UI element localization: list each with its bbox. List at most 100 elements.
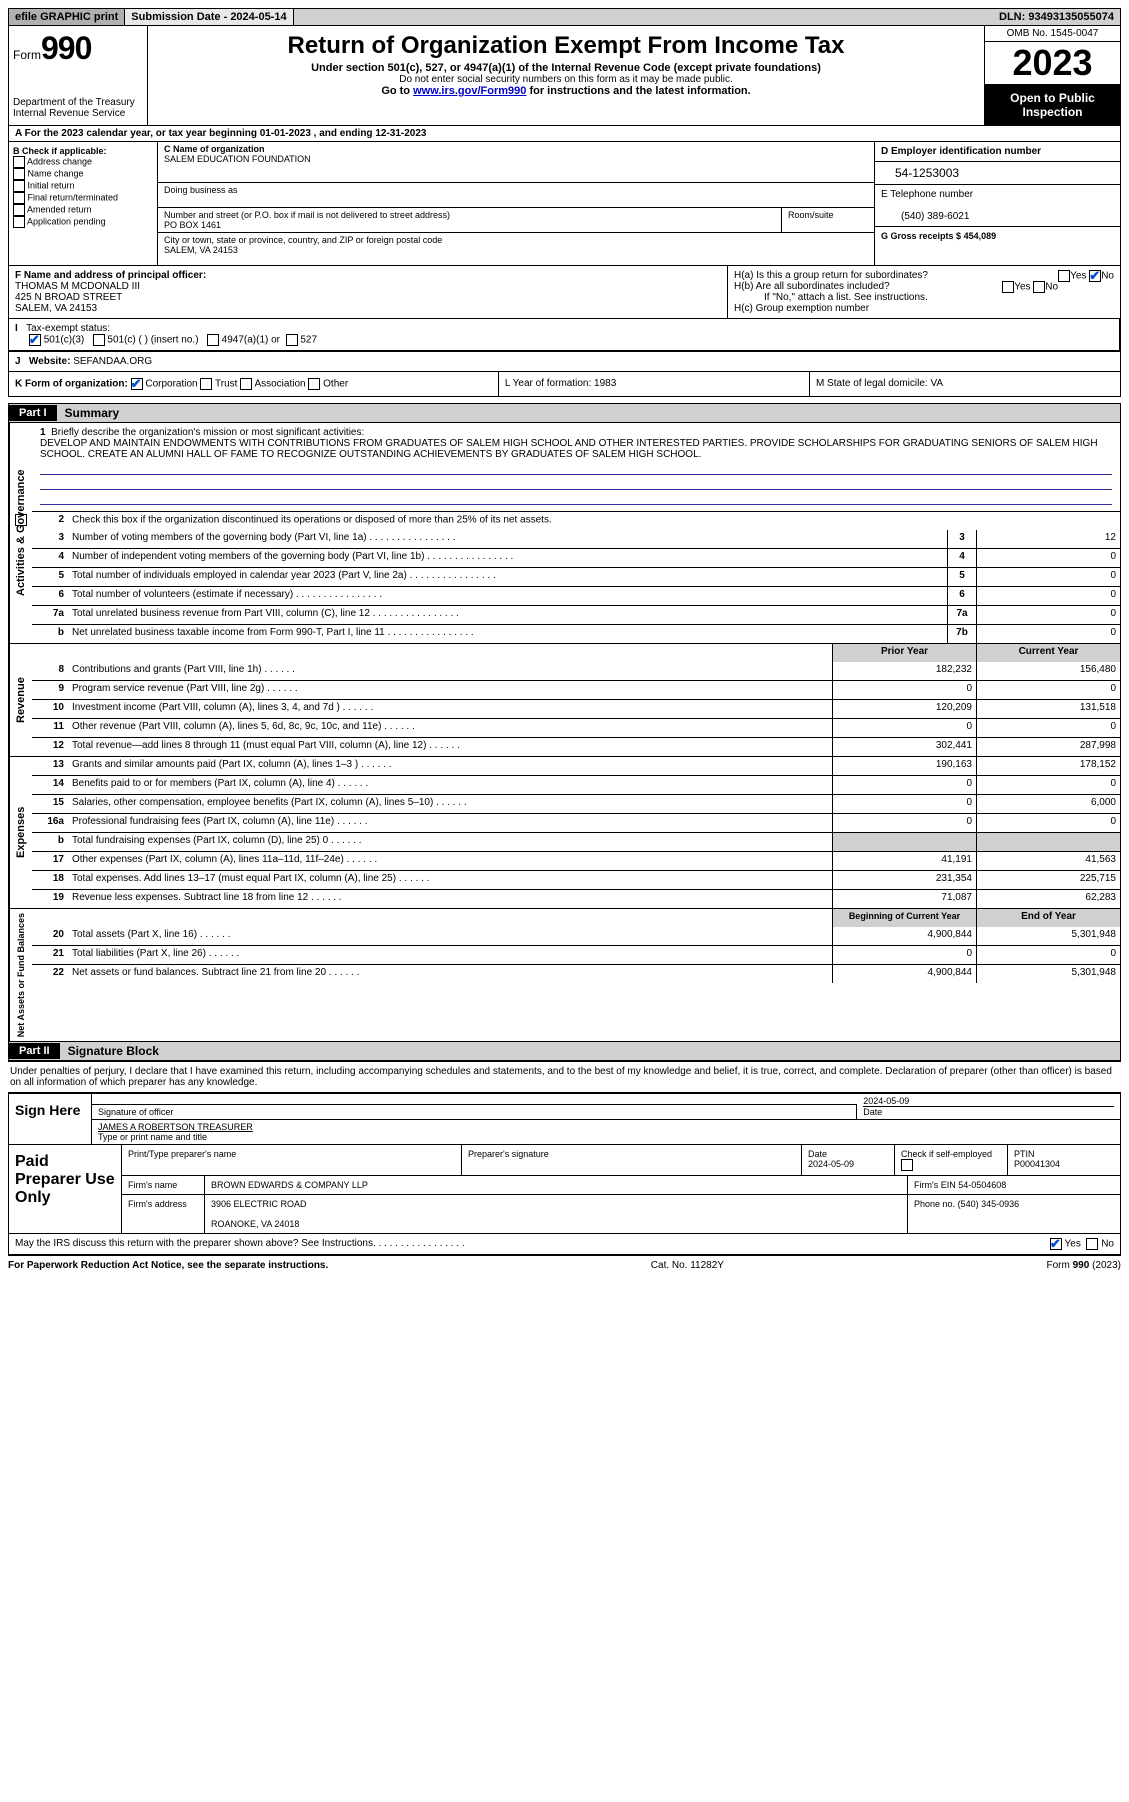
box-m: M State of legal domicile: VA — [809, 372, 1120, 396]
prep-sig-lbl: Preparer's signature — [462, 1145, 802, 1175]
subtitle: Under section 501(c), 527, or 4947(a)(1)… — [152, 62, 980, 74]
line2-desc: Check this box if the organization disco… — [68, 512, 1120, 530]
cb-527[interactable] — [286, 334, 298, 346]
room-label: Room/suite — [782, 208, 874, 232]
cb-501c[interactable] — [93, 334, 105, 346]
cb-assoc[interactable] — [240, 378, 252, 390]
firm-name-lbl: Firm's name — [122, 1176, 205, 1194]
block-bcd: B Check if applicable: Address change Na… — [8, 142, 1121, 265]
footer: For Paperwork Reduction Act Notice, see … — [8, 1255, 1121, 1275]
top-bar: efile GRAPHIC print Submission Date - 20… — [8, 8, 1121, 26]
cb-501c3[interactable] — [29, 334, 41, 346]
street-label: Number and street (or P.O. box if mail i… — [164, 210, 450, 220]
sign-block: Sign Here Signature of officer 2024-05-0… — [8, 1092, 1121, 1145]
street-value: PO BOX 1461 — [164, 220, 221, 230]
org-name: SALEM EDUCATION FOUNDATION — [164, 154, 311, 164]
goto-link[interactable]: Go to www.irs.gov/Form990 for instructio… — [152, 85, 980, 97]
line-17: 17 Other expenses (Part IX, column (A), … — [32, 851, 1120, 870]
box-l: L Year of formation: 1983 — [498, 372, 809, 396]
cb-line2[interactable] — [15, 514, 27, 526]
box-b: B Check if applicable: Address change Na… — [9, 142, 158, 265]
cb-application[interactable] — [13, 216, 25, 228]
efile-label[interactable]: efile GRAPHIC print — [9, 9, 125, 25]
line-6: 6 Total number of volunteers (estimate i… — [32, 586, 1120, 605]
cb-discuss-no[interactable] — [1086, 1238, 1098, 1250]
discuss-text: May the IRS discuss this return with the… — [15, 1238, 465, 1250]
line-b: b Net unrelated business taxable income … — [32, 624, 1120, 643]
line-9: 9 Program service revenue (Part VIII, li… — [32, 680, 1120, 699]
dln: DLN: 93493135055074 — [993, 9, 1120, 25]
sig-officer-label: Signature of officer — [92, 1104, 857, 1119]
footer-cat: Cat. No. 11282Y — [651, 1260, 724, 1271]
governance-section: Activities & Governance 1 Briefly descri… — [8, 423, 1121, 644]
box-k: K Form of organization: Corporation Trus… — [9, 372, 498, 396]
website-label: Website: — [29, 356, 73, 367]
part1-bar: Part I Summary — [8, 403, 1121, 423]
cb-4947[interactable] — [207, 334, 219, 346]
prep-self-emp: Check if self-employed — [895, 1145, 1008, 1175]
title-block: Return of Organization Exempt From Incom… — [148, 26, 984, 125]
line-b: b Total fundraising expenses (Part IX, c… — [32, 832, 1120, 851]
footer-left: For Paperwork Reduction Act Notice, see … — [8, 1260, 328, 1271]
hdr-prior: Prior Year — [832, 644, 976, 662]
prep-name-lbl: Print/Type preparer's name — [122, 1145, 462, 1175]
dba-label: Doing business as — [158, 183, 874, 208]
cb-hb-no[interactable] — [1033, 281, 1045, 293]
cb-self-employed[interactable] — [901, 1159, 913, 1171]
public-inspection: Open to Public Inspection — [985, 85, 1120, 125]
part1-hdr: Part I — [9, 405, 57, 421]
mission-label: Briefly describe the organization's miss… — [51, 427, 364, 438]
cb-other[interactable] — [308, 378, 320, 390]
year-block: OMB No. 1545-0047 2023 Open to Public In… — [984, 26, 1120, 125]
tel-value: (540) 389-6021 — [881, 211, 969, 222]
officer-name: THOMAS M MCDONALD III — [15, 281, 140, 292]
officer-addr: 425 N BROAD STREET — [15, 292, 122, 303]
cb-name-change[interactable] — [13, 168, 25, 180]
cb-hb-yes[interactable] — [1002, 281, 1014, 293]
website-value[interactable]: SEFANDAA.ORG — [73, 356, 152, 367]
side-netassets: Net Assets or Fund Balances — [9, 909, 32, 1041]
omb-number: OMB No. 1545-0047 — [985, 26, 1120, 42]
cb-ha-yes[interactable] — [1058, 270, 1070, 282]
cb-corp[interactable] — [131, 378, 143, 390]
cb-initial-return[interactable] — [13, 180, 25, 192]
form-title: Return of Organization Exempt From Incom… — [152, 32, 980, 60]
box-b-label: B Check if applicable: — [13, 146, 107, 156]
line-14: 14 Benefits paid to or for members (Part… — [32, 775, 1120, 794]
preparer-block: Paid Preparer Use Only Print/Type prepar… — [8, 1145, 1121, 1234]
cb-discuss-yes[interactable] — [1050, 1238, 1062, 1250]
box-d: D Employer identification number 54-1253… — [874, 142, 1120, 265]
cb-address-change[interactable] — [13, 156, 25, 168]
cb-ha-no[interactable] — [1089, 270, 1101, 282]
cb-trust[interactable] — [200, 378, 212, 390]
city-value: SALEM, VA 24153 — [164, 245, 238, 255]
gross-label: G Gross receipts $ — [881, 231, 961, 241]
ein-value: 54-1253003 — [875, 162, 1120, 184]
side-revenue: Revenue — [9, 644, 32, 756]
mission-text: DEVELOP AND MAINTAIN ENDOWMENTS WITH CON… — [40, 438, 1098, 460]
firm-addr-lbl: Firm's address — [122, 1195, 205, 1233]
gross-value: 454,089 — [964, 231, 997, 241]
side-governance: Activities & Governance — [9, 423, 32, 643]
org-name-label: C Name of organization — [164, 144, 265, 154]
hdr-end: End of Year — [976, 909, 1120, 927]
line-4: 4 Number of independent voting members o… — [32, 548, 1120, 567]
line-18: 18 Total expenses. Add lines 13–17 (must… — [32, 870, 1120, 889]
form-number: 990 — [41, 30, 91, 66]
tax-year: 2023 — [985, 42, 1120, 85]
ha-label: H(a) Is this a group return for subordin… — [734, 270, 928, 281]
form-word: Form — [13, 48, 41, 62]
cb-final-return[interactable] — [13, 192, 25, 204]
expenses-section: Expenses 13 Grants and similar amounts p… — [8, 757, 1121, 909]
dept-treasury: Department of the Treasury Internal Reve… — [13, 97, 143, 119]
preparer-label: Paid Preparer Use Only — [9, 1145, 122, 1233]
revenue-section: Revenue Prior Year Current Year 8 Contri… — [8, 644, 1121, 757]
signer-name-label: Type or print name and title — [98, 1132, 207, 1142]
line-7a: 7a Total unrelated business revenue from… — [32, 605, 1120, 624]
line-12: 12 Total revenue—add lines 8 through 11 … — [32, 737, 1120, 756]
sign-here-label: Sign Here — [9, 1094, 92, 1144]
signer-name: JAMES A ROBERTSON TREASURER — [98, 1122, 253, 1132]
side-expenses: Expenses — [9, 757, 32, 908]
ssn-warning: Do not enter social security numbers on … — [152, 74, 980, 85]
cb-amended[interactable] — [13, 204, 25, 216]
